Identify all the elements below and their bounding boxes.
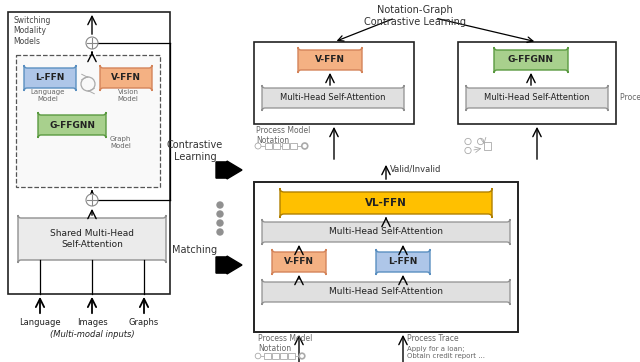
- Text: Contrastive
Learning: Contrastive Learning: [167, 140, 223, 161]
- Text: Language: Language: [19, 318, 61, 327]
- FancyBboxPatch shape: [18, 215, 166, 263]
- Bar: [484, 142, 492, 150]
- Bar: [264, 353, 271, 359]
- Bar: [254, 182, 518, 332]
- Text: Switching
Modality
Models: Switching Modality Models: [13, 16, 51, 46]
- Bar: [282, 143, 289, 149]
- FancyBboxPatch shape: [24, 65, 76, 91]
- Bar: [254, 42, 414, 124]
- Bar: [273, 143, 280, 149]
- FancyBboxPatch shape: [262, 219, 510, 245]
- Circle shape: [300, 353, 305, 359]
- FancyBboxPatch shape: [280, 188, 492, 218]
- Text: Process Graph: Process Graph: [620, 93, 640, 102]
- Bar: [16, 55, 160, 187]
- Circle shape: [255, 143, 261, 149]
- Bar: [289, 353, 295, 359]
- Circle shape: [255, 353, 261, 359]
- Text: G-FFGNN: G-FFGNN: [49, 121, 95, 130]
- Bar: [265, 143, 271, 149]
- Text: G-FFGNN: G-FFGNN: [508, 55, 554, 64]
- Circle shape: [217, 220, 223, 226]
- Text: Apply for a loan;
Obtain credit report ...: Apply for a loan; Obtain credit report .…: [407, 346, 485, 359]
- Text: Valid/Invalid: Valid/Invalid: [390, 164, 442, 173]
- FancyBboxPatch shape: [298, 47, 362, 73]
- Text: Process Trace: Process Trace: [407, 334, 459, 343]
- Circle shape: [86, 194, 98, 206]
- FancyBboxPatch shape: [466, 85, 608, 111]
- Text: Vision
Model: Vision Model: [118, 89, 138, 102]
- FancyBboxPatch shape: [272, 249, 326, 275]
- FancyBboxPatch shape: [262, 85, 404, 111]
- Bar: [291, 143, 297, 149]
- Circle shape: [477, 138, 484, 145]
- Bar: [458, 42, 616, 124]
- Text: Language
Model: Language Model: [31, 89, 65, 102]
- Text: Graph
Model: Graph Model: [110, 136, 131, 149]
- Bar: [273, 353, 279, 359]
- Text: Multi-Head Self-Attention: Multi-Head Self-Attention: [329, 227, 443, 236]
- Text: L-FFN: L-FFN: [35, 73, 65, 83]
- FancyBboxPatch shape: [494, 47, 568, 73]
- Circle shape: [217, 202, 223, 208]
- Text: Multi-Head Self-Attention: Multi-Head Self-Attention: [329, 287, 443, 296]
- Circle shape: [217, 229, 223, 235]
- FancyBboxPatch shape: [100, 65, 152, 91]
- FancyBboxPatch shape: [376, 249, 430, 275]
- Text: Notation-Graph
Contrastive Learning: Notation-Graph Contrastive Learning: [364, 5, 466, 26]
- Text: Shared Multi-Head
Self-Attention: Shared Multi-Head Self-Attention: [50, 229, 134, 249]
- FancyBboxPatch shape: [262, 279, 510, 305]
- Bar: [280, 353, 287, 359]
- Text: (Multi-modal inputs): (Multi-modal inputs): [50, 330, 134, 339]
- Circle shape: [465, 147, 471, 153]
- Circle shape: [217, 211, 223, 217]
- FancyBboxPatch shape: [38, 112, 106, 138]
- Text: VL-FFN: VL-FFN: [365, 198, 407, 208]
- Text: Multi-Head Self-Attention: Multi-Head Self-Attention: [280, 93, 386, 102]
- Circle shape: [302, 143, 308, 149]
- Circle shape: [465, 138, 471, 145]
- Bar: [8, 12, 170, 294]
- Text: L-FFN: L-FFN: [388, 257, 418, 266]
- Text: Graphs: Graphs: [129, 318, 159, 327]
- Text: Process Model
Notation: Process Model Notation: [258, 334, 312, 353]
- Text: V-FFN: V-FFN: [284, 257, 314, 266]
- Polygon shape: [216, 256, 242, 274]
- Circle shape: [86, 37, 98, 49]
- Text: Process Model
Notation: Process Model Notation: [256, 126, 310, 146]
- Text: Images: Images: [77, 318, 108, 327]
- Text: V-FFN: V-FFN: [315, 55, 345, 64]
- Text: Multi-Head Self-Attention: Multi-Head Self-Attention: [484, 93, 589, 102]
- Text: V-FFN: V-FFN: [111, 73, 141, 83]
- Text: Matching: Matching: [172, 245, 218, 255]
- Polygon shape: [216, 161, 242, 179]
